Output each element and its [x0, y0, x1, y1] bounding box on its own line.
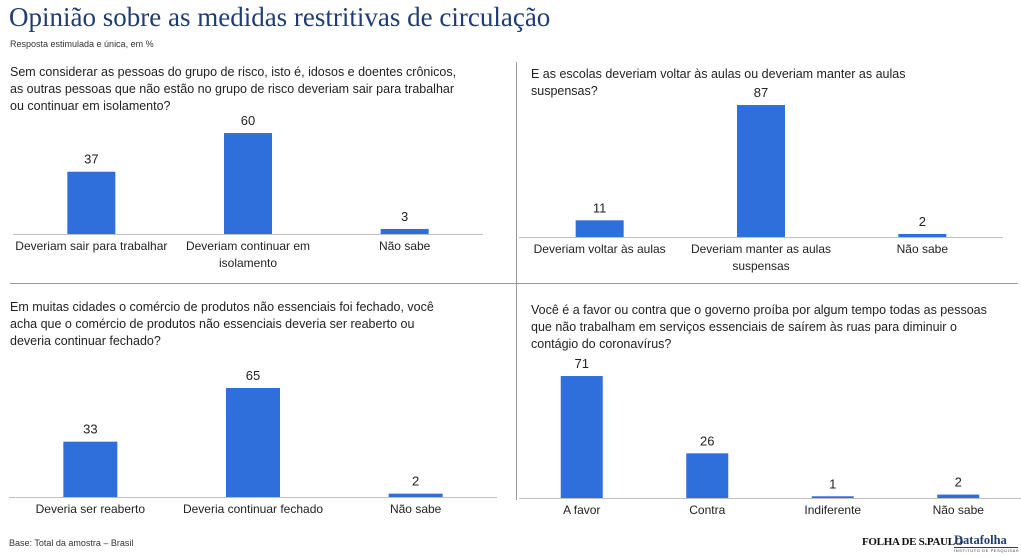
chart-4-category-label-4: Não sabe [933, 503, 985, 517]
chart-4-bar-1 [560, 376, 603, 498]
chart-1-category-label-2: isolamento [219, 256, 277, 270]
chart-1-bar-2 [224, 133, 272, 234]
chart-1-value-label-3: 3 [401, 209, 408, 224]
folha-logo: FOLHA DE S.PAULO [862, 536, 964, 548]
chart-4-value-label-4: 2 [955, 475, 962, 490]
chart-3-value-label-1: 33 [83, 422, 97, 437]
chart-4-value-label-3: 1 [829, 476, 836, 491]
chart-4-category-label-2: Contra [689, 503, 725, 517]
chart-2-value-label-2: 87 [754, 85, 768, 100]
vertical-divider [516, 62, 517, 500]
chart-1-value-label-1: 37 [84, 152, 98, 167]
chart-2-bar-2 [737, 105, 785, 238]
chart-4-bar-2 [686, 453, 729, 498]
chart-3-bar-2 [226, 387, 280, 497]
chart-4-value-label-1: 71 [575, 356, 589, 371]
chart-4-bar-4 [937, 494, 980, 498]
chart-2-category-label-2: Deveriam manter as aulas [691, 242, 831, 256]
chart-1-category-label-2: Deveriam continuar em [186, 239, 310, 253]
chart-2-bar-3 [898, 233, 947, 237]
chart-1-bar-1 [67, 171, 116, 234]
chart-4-bar-3 [811, 496, 854, 498]
chart-2-value-label-1: 11 [593, 200, 607, 215]
chart-1-bar-3 [380, 228, 429, 234]
chart-3-bar-1 [63, 441, 118, 497]
question-3: Em muitas cidades o comércio de produtos… [10, 300, 434, 348]
datafolha-logo-text: Datafolha [954, 533, 1007, 547]
datafolha-logo: Datafolha INSTITUTO DE PESQUISAS [954, 533, 1020, 553]
chart-1-category-label-1: Deveriam sair para trabalhar [15, 239, 167, 253]
horizontal-divider [10, 283, 1018, 284]
chart-3-bar-3 [388, 493, 443, 497]
chart-3-value-label-2: 65 [246, 368, 260, 383]
page-title: Opinião sobre as medidas restritivas de … [9, 2, 551, 32]
chart-4-category-label-3: Indiferente [804, 503, 861, 517]
chart-2-category-label-3: Não sabe [897, 242, 949, 256]
chart-2-value-label-3: 2 [919, 214, 926, 229]
question-2: E as escolas deveriam voltar às aulas ou… [531, 67, 906, 98]
chart-1-value-label-2: 60 [241, 113, 255, 128]
question-4: Você é a favor ou contra que o governo p… [531, 303, 987, 351]
page-subtitle: Resposta estimulada e única, em % [10, 39, 154, 49]
chart-2-category-label-1: Deveriam voltar às aulas [534, 242, 666, 256]
footer-base-note: Base: Total da amostra – Brasil [9, 538, 134, 548]
chart-1-category-label-3: Não sabe [379, 239, 431, 253]
chart-3-value-label-3: 2 [412, 474, 419, 489]
chart-3-category-label-1: Deveria ser reaberto [36, 502, 146, 516]
chart-4-category-label-1: A favor [563, 503, 600, 517]
chart-4-value-label-2: 26 [700, 433, 714, 448]
question-1: Sem considerar as pessoas do grupo de ri… [10, 65, 457, 113]
chart-3-category-label-3: Não sabe [390, 502, 442, 516]
datafolha-logo-tag: INSTITUTO DE PESQUISAS [954, 547, 1020, 553]
chart-3-category-label-2: Deveria continuar fechado [183, 502, 323, 516]
chart-2-category-label-2: suspensas [732, 259, 789, 273]
chart-2-bar-1 [575, 220, 624, 237]
